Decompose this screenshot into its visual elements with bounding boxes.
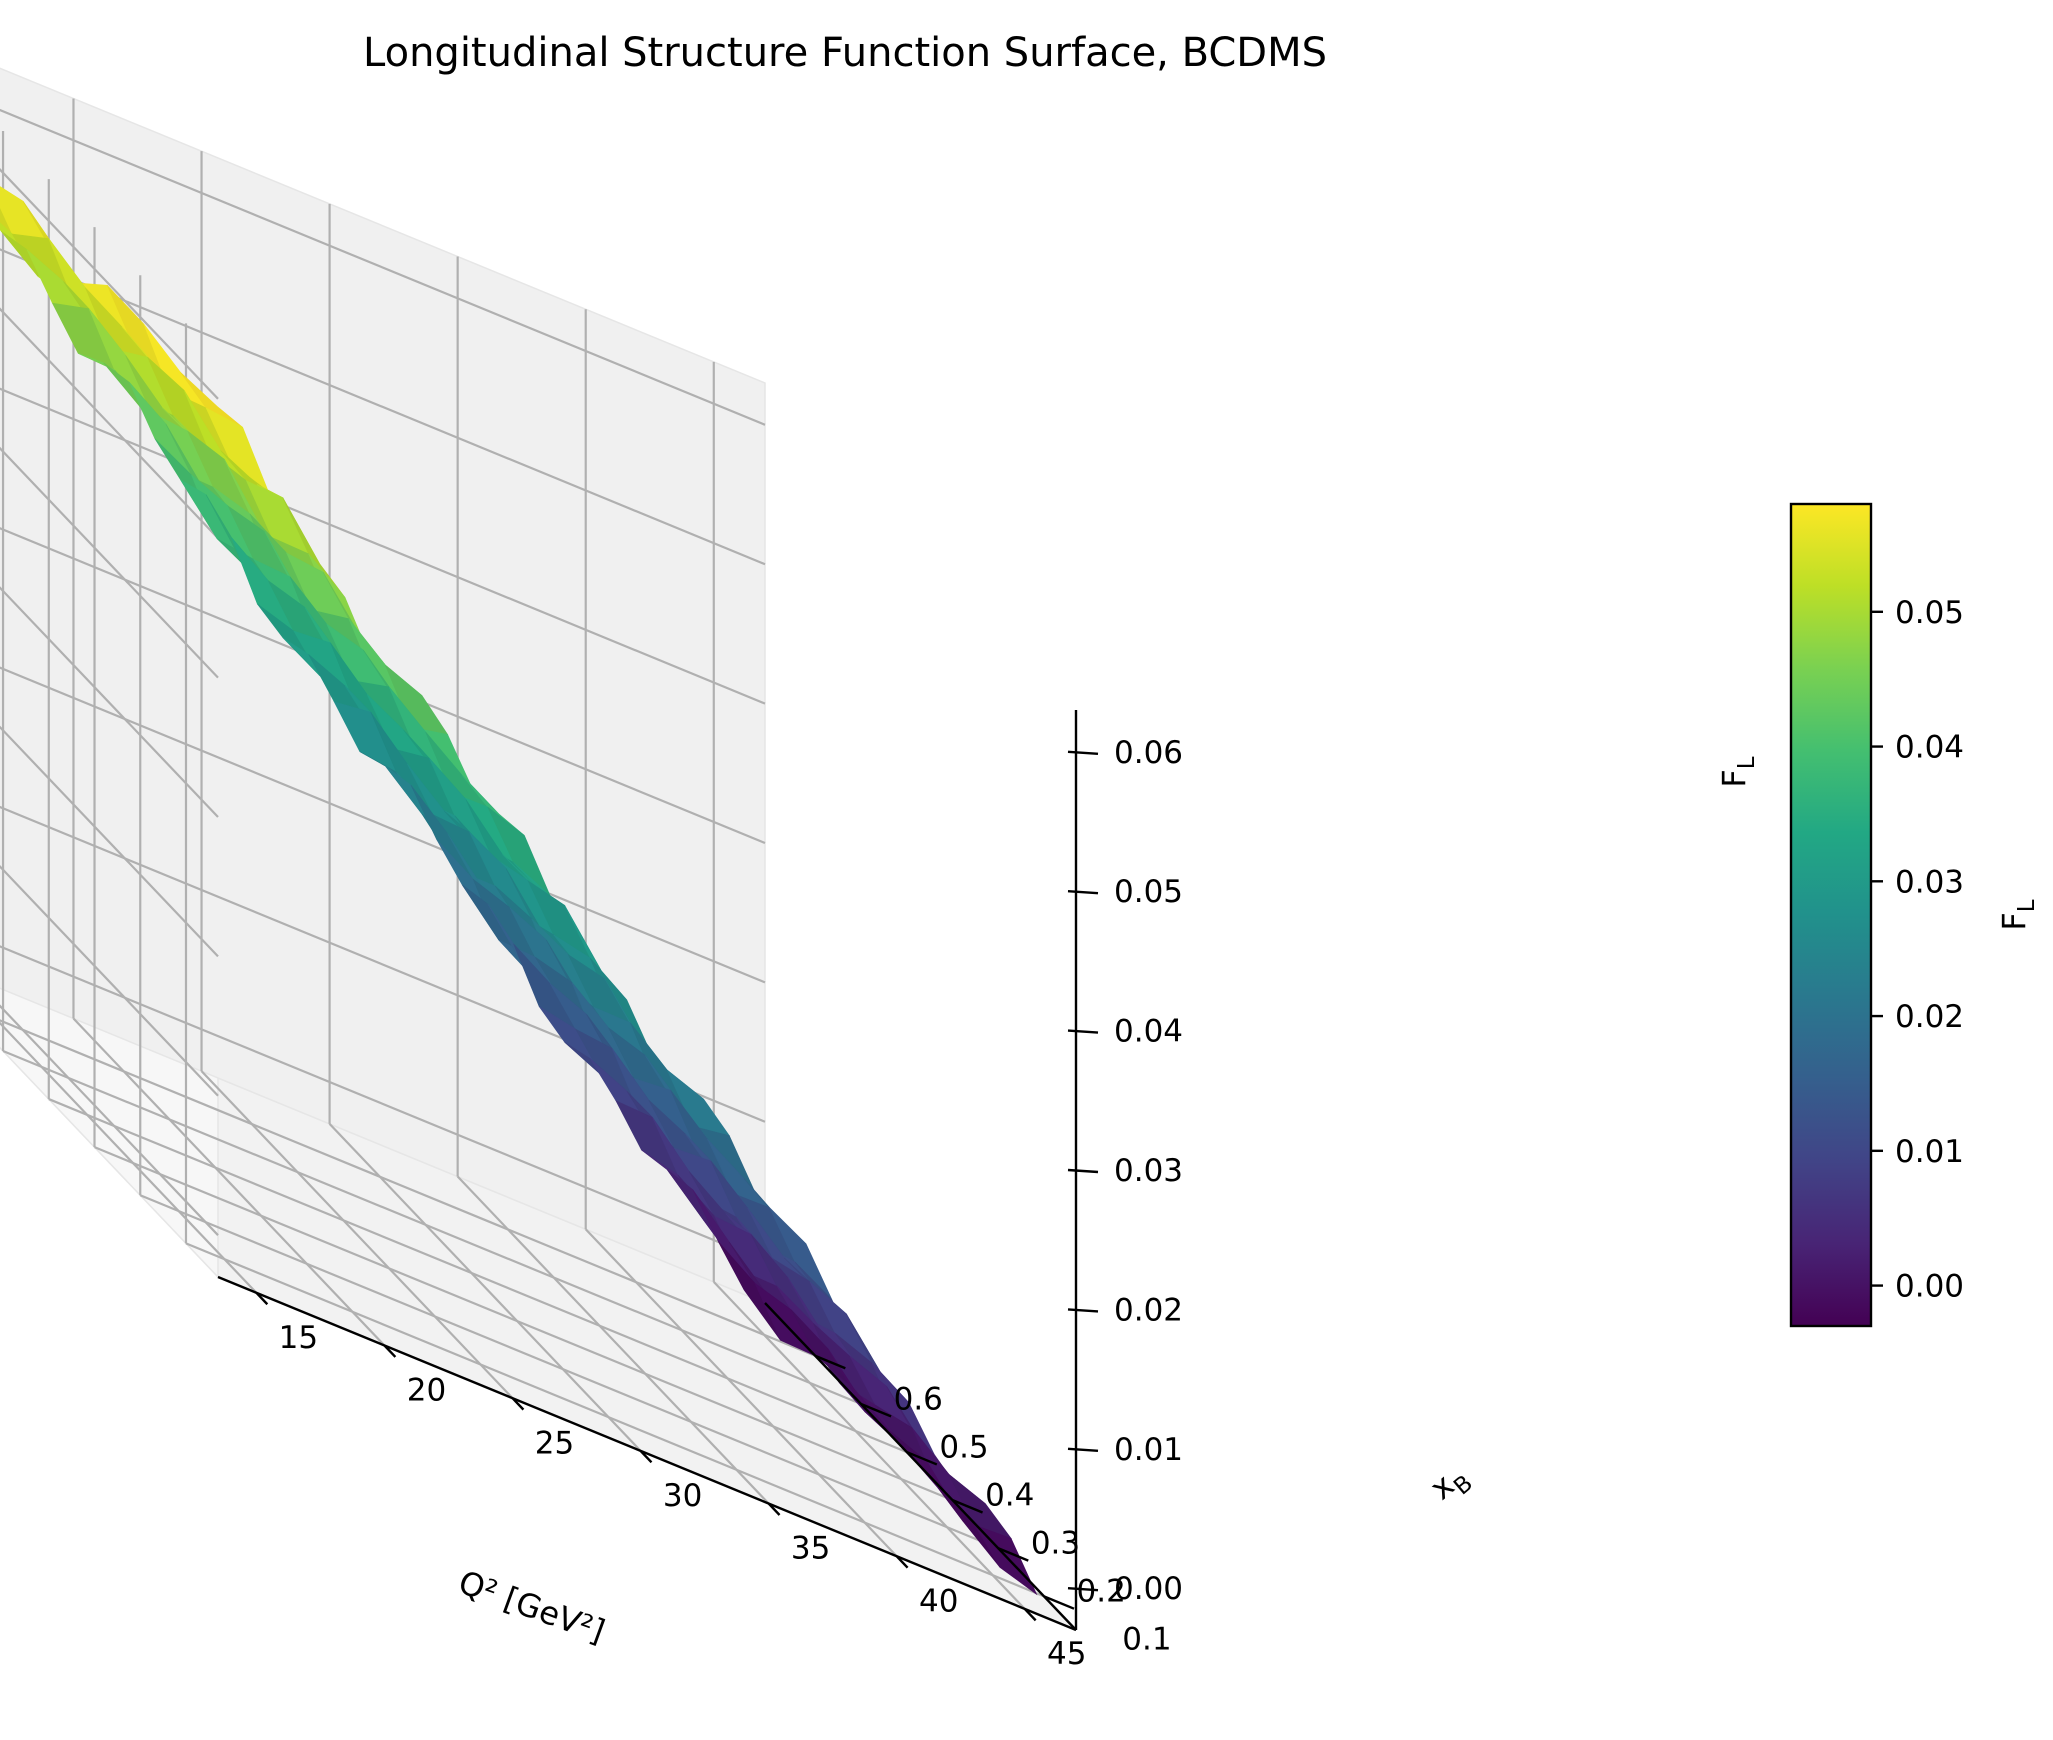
colorbar-tick-label: 0.05	[1895, 595, 1964, 631]
x-axis-label: Q² [GeV²]	[454, 1563, 610, 1651]
z-tick-mark	[1067, 1168, 1099, 1174]
z-tick-label: 0.01	[1114, 1432, 1183, 1468]
colorbar-tick-label: 0.04	[1895, 730, 1964, 766]
y-tick-mark	[1043, 1595, 1075, 1610]
x-tick-label: 20	[407, 1373, 446, 1409]
y-tick-label: 0.1	[1122, 1622, 1171, 1658]
z-tick-label: 0.02	[1114, 1292, 1183, 1328]
gridline-z-left	[0, 864, 219, 1097]
gridline-z-left	[0, 446, 219, 679]
colorbar-tick-label: 0.02	[1895, 999, 1964, 1035]
axes: 15 20 25 30 35 40 45 0.1 0.2 0.3 0.4 0.5 0.6 0.00 0.01…	[217, 710, 1183, 1672]
gridline-z-back	[0, 108, 766, 426]
x-axis-line	[217, 1275, 1077, 1632]
gridline-z-left	[0, 168, 219, 400]
colorbar-label: FL	[1995, 899, 2040, 930]
gridline-x-floor	[0, 1021, 258, 1294]
y-tick-mark	[952, 1499, 984, 1514]
y-tick-label: 0.4	[985, 1477, 1034, 1513]
colorbar-tick-label: 0.03	[1895, 864, 1964, 900]
y-tick-label: 0.6	[894, 1381, 943, 1417]
x-tick-mark	[767, 1502, 781, 1516]
surface-patch	[973, 1524, 1038, 1596]
gridline-z-left	[0, 725, 219, 958]
gridline-z-left	[0, 307, 219, 539]
z-tick-label: 0.03	[1114, 1153, 1183, 1189]
x-tick-mark	[895, 1555, 909, 1569]
y-tick-label: 0.3	[1031, 1526, 1080, 1562]
gridline-y-floor	[185, 1242, 1045, 1598]
y-tick-label: 0.2	[1077, 1574, 1126, 1610]
gridline-y-floor	[94, 1146, 953, 1502]
chart-title: Longitudinal Structure Function Surface,…	[363, 30, 1327, 76]
y-axis-label: xB	[1422, 1456, 1478, 1513]
z-tick-label: 0.05	[1114, 874, 1183, 910]
z-tick-mark	[1067, 1586, 1099, 1592]
x-tick-mark	[383, 1344, 397, 1358]
gridline-z-back	[0, 387, 766, 705]
gridline-y-floor	[2, 1049, 862, 1406]
gridline-z-left	[0, 1004, 219, 1236]
z-axis-label: FL	[1715, 756, 1760, 787]
x-tick-label: 45	[1047, 1636, 1086, 1672]
gridline-z-back	[0, 666, 766, 984]
x-tick-label: 25	[535, 1425, 574, 1461]
x-tick-mark	[511, 1397, 525, 1411]
gridline-z-left	[0, 586, 219, 818]
y-tick-label: 0.5	[939, 1429, 988, 1465]
y-tick-mark	[997, 1547, 1029, 1562]
gridlines	[0, 98, 1045, 1610]
x-tick-label: 15	[279, 1320, 318, 1356]
gridline-y-floor	[48, 1098, 908, 1454]
colorbar-tick-label: 0.00	[1895, 1269, 1964, 1305]
gridline-y-floor	[0, 1019, 816, 1357]
gridline-z-back	[0, 945, 766, 1263]
colorbar-tick-label: 0.01	[1895, 1134, 1964, 1170]
z-tick-mark	[1067, 1029, 1099, 1034]
x-tick-mark	[639, 1450, 653, 1464]
x-tick-mark	[255, 1291, 269, 1306]
colorbar-gradient	[1789, 502, 1873, 1328]
x-tick-mark	[1023, 1608, 1037, 1622]
colorbar: 0.00 0.01 0.02 0.03 0.04 0.05 FL	[1789, 502, 2040, 1328]
z-tick-mark	[1067, 1308, 1099, 1313]
y-tick-mark	[860, 1402, 892, 1418]
z-tick-label: 0.06	[1114, 735, 1183, 771]
x-tick-label: 30	[663, 1478, 702, 1514]
z-tick-mark	[1067, 750, 1099, 756]
y-tick-mark	[814, 1354, 846, 1370]
z-tick-label: 0.04	[1114, 1014, 1183, 1050]
y-tick-mark	[906, 1450, 938, 1466]
x-tick-label: 35	[791, 1531, 830, 1567]
z-tick-mark	[1067, 1447, 1099, 1452]
gridline-y-floor	[139, 1194, 999, 1550]
surface-plot	[0, 186, 1038, 1596]
colorbar-ticks: 0.00 0.01 0.02 0.03 0.04 0.05	[1871, 595, 1964, 1305]
z-tick-label: 0.00	[1114, 1571, 1183, 1607]
z-tick-mark	[1067, 890, 1099, 895]
x-tick-label: 40	[919, 1583, 958, 1619]
